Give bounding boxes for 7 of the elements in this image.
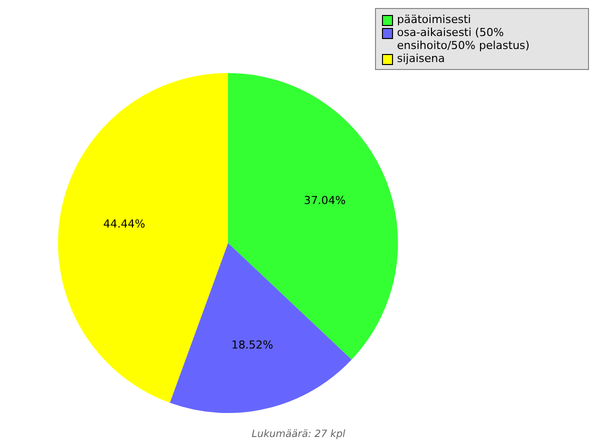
data-label: 18.52% [231, 338, 274, 352]
text: Lukumäärä: 27 kpl [250, 429, 346, 440]
legend-label: osa-aikaisesti (50% ensihoito/50% pelastus) [397, 26, 531, 52]
data-label: 44.44% [103, 218, 146, 231]
legend-label: sijaisena [397, 52, 445, 65]
data-label: 37.04% [304, 194, 346, 208]
legend-label: päätoimisesti [397, 13, 471, 26]
